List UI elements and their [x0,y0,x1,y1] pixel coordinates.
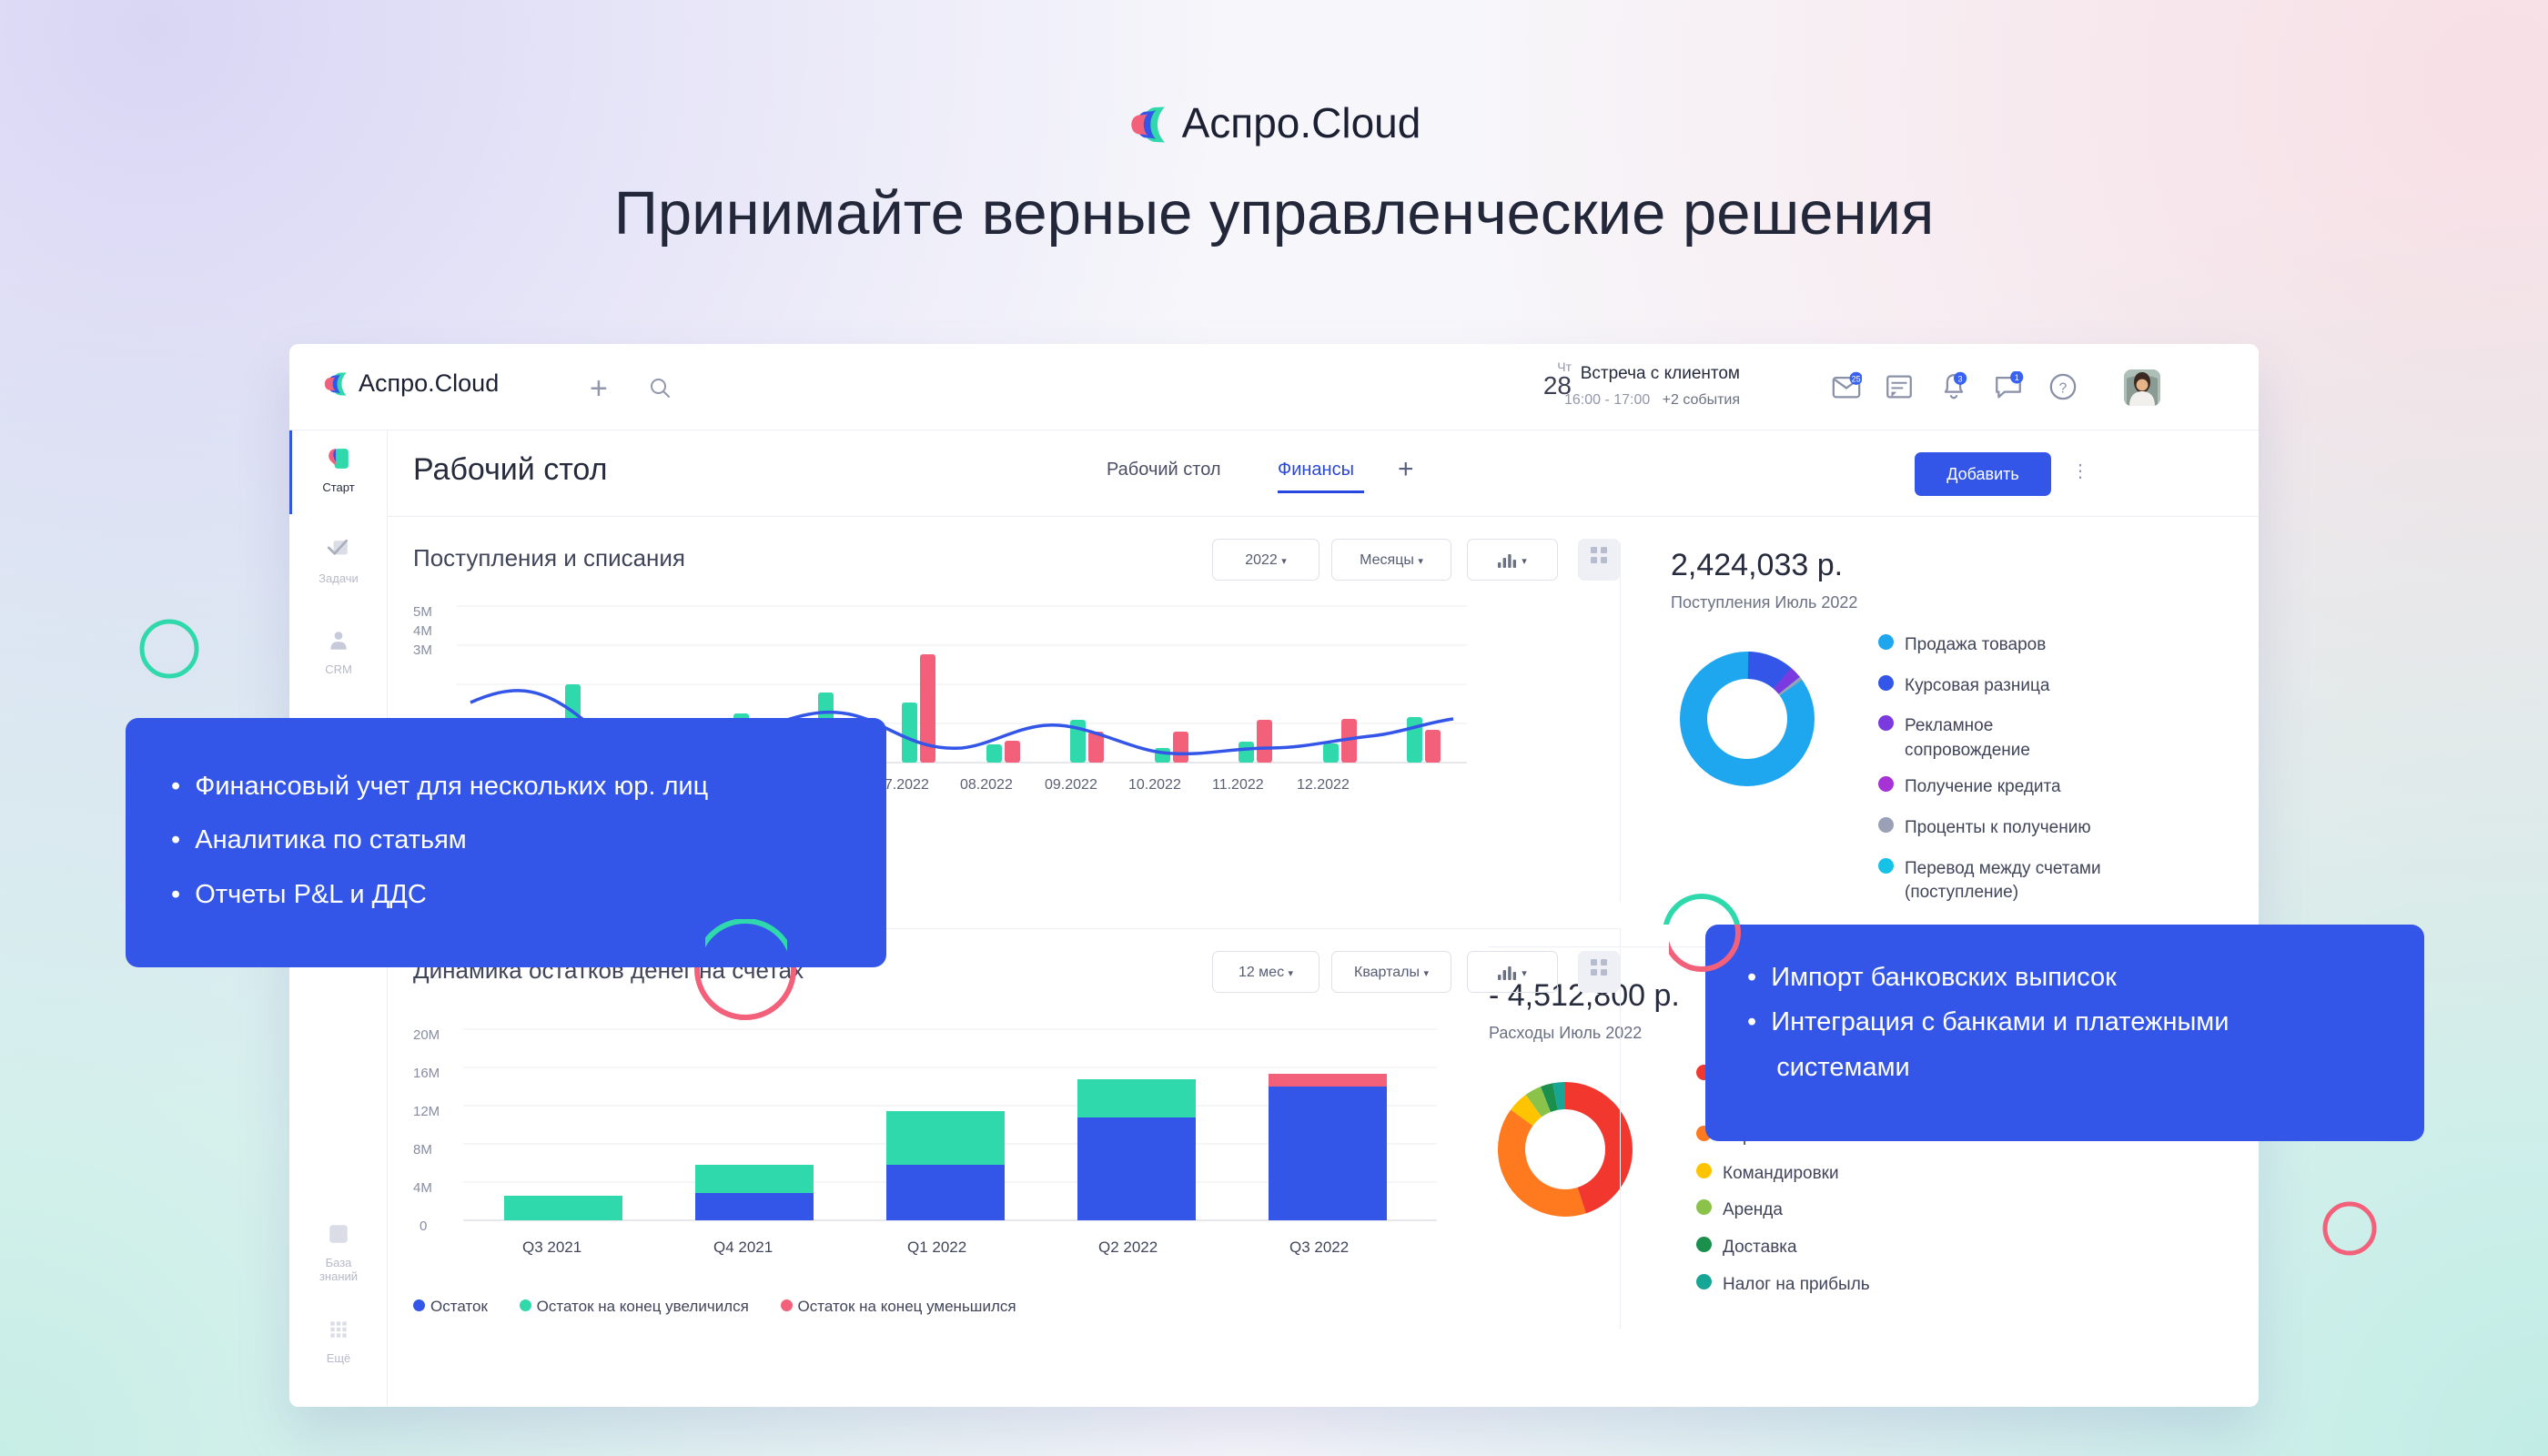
svg-text:3: 3 [1958,374,1963,383]
svg-text:25: 25 [1852,374,1861,383]
svg-text:1: 1 [2015,373,2019,382]
svg-text:?: ? [2059,380,2068,396]
